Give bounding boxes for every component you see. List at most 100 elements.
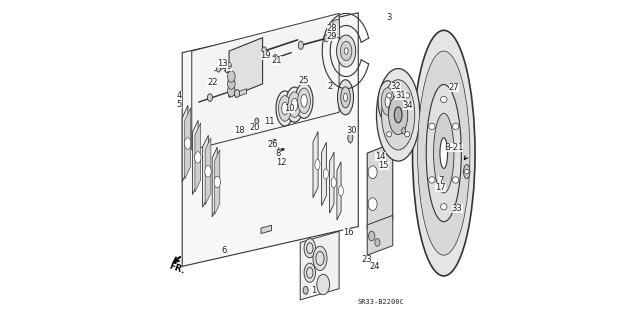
Bar [328,266,337,278]
Ellipse shape [344,93,348,101]
Ellipse shape [234,90,239,97]
Circle shape [404,132,410,137]
Text: 27: 27 [449,83,460,92]
Text: 9: 9 [227,63,232,71]
Circle shape [452,177,459,183]
Polygon shape [182,13,358,266]
Polygon shape [330,152,334,213]
Circle shape [452,123,459,130]
Ellipse shape [301,94,307,107]
Ellipse shape [426,85,461,222]
Polygon shape [215,150,220,214]
Ellipse shape [291,98,298,111]
Ellipse shape [339,186,344,196]
Ellipse shape [316,251,324,265]
Ellipse shape [331,177,336,188]
Circle shape [404,93,410,98]
Ellipse shape [278,96,291,121]
Ellipse shape [298,88,310,114]
Text: 30: 30 [347,126,357,135]
Ellipse shape [418,51,470,255]
Ellipse shape [207,94,212,101]
Ellipse shape [340,87,350,108]
Ellipse shape [295,83,313,118]
Circle shape [429,177,435,183]
Polygon shape [212,147,218,217]
Ellipse shape [317,274,330,295]
Text: 31: 31 [395,91,406,100]
Ellipse shape [288,92,301,117]
Ellipse shape [344,48,348,54]
Ellipse shape [388,95,408,135]
Text: 21: 21 [272,56,282,65]
Ellipse shape [225,68,228,73]
Ellipse shape [282,102,288,115]
Ellipse shape [381,80,415,150]
Ellipse shape [205,166,211,177]
Ellipse shape [433,113,454,193]
Text: 15: 15 [378,161,389,170]
Circle shape [387,93,392,98]
Polygon shape [261,225,271,234]
Text: 28: 28 [327,24,337,33]
Ellipse shape [381,88,394,115]
Ellipse shape [337,35,356,67]
Polygon shape [195,123,201,192]
Ellipse shape [227,71,235,82]
Text: 12: 12 [276,158,286,167]
Ellipse shape [324,35,328,42]
Ellipse shape [368,166,377,179]
Bar [328,254,337,266]
Text: 11: 11 [264,117,275,126]
Text: 22: 22 [207,78,218,87]
Circle shape [429,123,435,130]
Ellipse shape [184,138,191,149]
Ellipse shape [337,80,353,115]
Ellipse shape [262,47,267,55]
Text: 34: 34 [403,101,413,110]
Polygon shape [182,105,188,182]
Circle shape [440,96,447,103]
Ellipse shape [463,165,470,179]
Text: 33: 33 [452,204,463,213]
Circle shape [465,169,469,174]
Ellipse shape [255,118,259,124]
Ellipse shape [386,97,400,128]
Ellipse shape [227,85,235,97]
Polygon shape [192,13,339,150]
Ellipse shape [340,41,352,61]
Ellipse shape [376,69,420,161]
Text: 18: 18 [234,126,245,135]
Text: 29: 29 [327,32,337,41]
Polygon shape [236,89,246,97]
Ellipse shape [323,169,328,179]
Text: 24: 24 [370,262,380,271]
Ellipse shape [368,198,377,211]
Polygon shape [203,135,209,207]
Text: 16: 16 [344,228,354,237]
Text: 23: 23 [361,255,372,263]
Polygon shape [367,215,393,255]
Ellipse shape [307,267,313,278]
Bar [241,73,249,82]
Ellipse shape [214,176,220,188]
Text: 32: 32 [390,82,401,91]
Ellipse shape [378,81,397,122]
Text: FR.: FR. [168,262,186,276]
Ellipse shape [402,128,406,134]
Ellipse shape [227,78,235,89]
Polygon shape [193,120,198,195]
Ellipse shape [195,152,201,163]
Text: 14: 14 [375,152,386,161]
Text: 19: 19 [260,51,271,60]
Ellipse shape [273,55,278,62]
Polygon shape [185,108,191,179]
Text: B-21: B-21 [444,143,463,152]
Ellipse shape [285,87,303,122]
Text: 2: 2 [327,82,332,91]
Text: 1: 1 [311,286,316,295]
Text: 4: 4 [177,91,182,100]
Polygon shape [229,38,262,97]
Polygon shape [205,138,211,205]
Ellipse shape [313,246,327,271]
